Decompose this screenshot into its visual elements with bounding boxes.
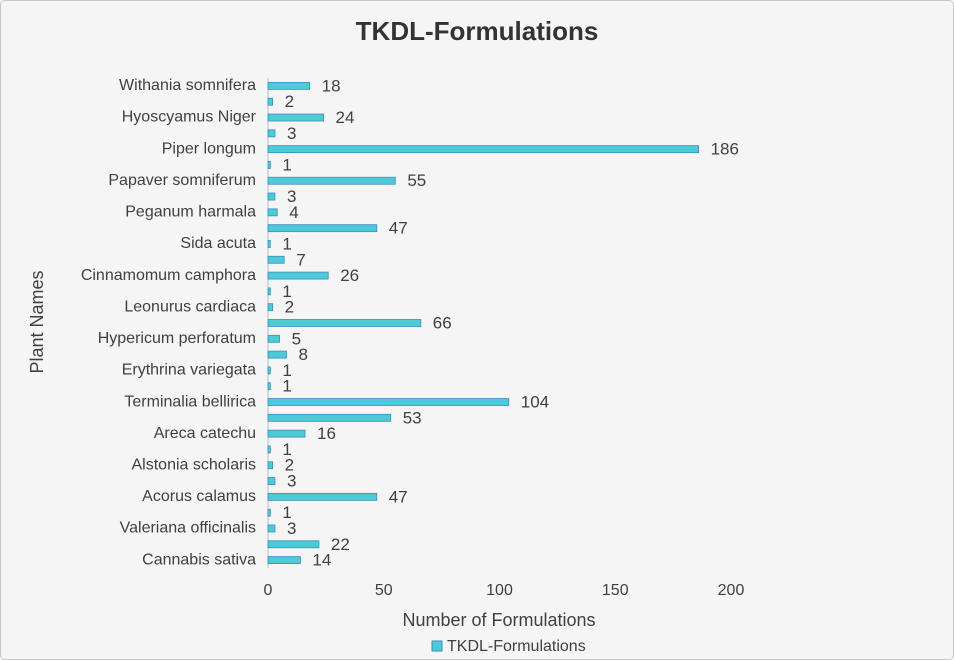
data-label: 55 [407,171,426,190]
data-label: 2 [285,298,294,317]
data-label: 22 [331,535,350,554]
data-label: 1 [282,440,291,459]
y-tick-label: Sida acuta [180,235,256,252]
y-tick-label: Piper longum [162,140,256,157]
data-label: 3 [287,472,296,491]
bar [267,145,699,154]
data-label: 8 [299,345,308,364]
bar [267,461,274,470]
bar [267,240,271,248]
bar [267,524,276,533]
bar [267,113,324,122]
y-tick-label: Terminalia bellirica [124,393,256,410]
data-label: 3 [287,519,296,538]
bar [267,271,329,280]
legend-swatch [431,640,443,652]
data-label: 1 [282,377,291,396]
data-label: 18 [322,76,341,95]
bar [267,508,271,517]
bar [267,192,276,201]
bar [267,366,271,375]
bar [267,161,271,169]
data-label: 47 [389,487,408,506]
bar [267,350,287,359]
bar [267,382,271,391]
y-tick-label: Alstonia scholaris [132,456,257,473]
x-tick-label: 150 [602,582,629,599]
bar [267,477,276,485]
bar [267,129,276,138]
data-label: 2 [285,456,294,475]
data-label: 1 [282,282,291,301]
x-tick-label: 200 [718,582,745,599]
data-label: 1 [282,155,291,174]
bar [267,540,320,549]
y-tick-label: Leonurus cardiaca [124,298,256,315]
data-label: 26 [340,266,359,285]
bar [267,429,306,438]
data-label: 1 [282,503,291,522]
legend-label: TKDL-Formulations [447,638,586,655]
x-tick-label: 0 [264,582,273,599]
bar [267,445,271,454]
data-label: 7 [296,250,305,269]
bar [267,97,274,106]
bar [267,319,422,327]
x-tick-label: 100 [486,582,513,599]
data-label: 186 [711,140,739,159]
bar [267,287,271,296]
data-label: 4 [289,203,298,222]
bar [267,255,285,264]
data-label: 53 [403,408,422,427]
bar [267,208,278,217]
bar [267,176,396,185]
y-tick-label: Hyoscyamus Niger [122,109,257,126]
x-tick-label: 50 [375,582,393,599]
bar [267,556,301,564]
bar [267,82,311,90]
data-label: 16 [317,424,336,443]
data-label: 66 [433,313,452,332]
bar [267,413,392,422]
y-axis-title: Plant Names [27,270,47,373]
y-tick-label: Acorus calamus [142,488,256,505]
bar [267,398,510,406]
data-label: 5 [292,329,301,348]
bar [267,224,378,233]
bar [267,334,280,343]
data-label: 2 [285,92,294,111]
data-label: 1 [282,361,291,380]
y-tick-label: Withania somnifera [119,77,256,94]
y-tick-label: Papaver somniferum [108,172,256,189]
data-label: 104 [521,393,549,412]
y-tick-label: Erythrina variegata [122,362,256,379]
data-label: 3 [287,124,296,143]
y-tick-label: Cannabis sativa [142,551,256,568]
data-label: 14 [312,551,331,570]
y-tick-label: Valeriana officinalis [120,520,256,537]
bar [267,303,274,312]
data-label: 24 [336,108,355,127]
y-tick-label: Cinnamomum camphora [81,267,256,284]
y-tick-label: Hypericum perforatum [98,330,256,347]
y-tick-label: Areca catechu [154,425,256,442]
y-tick-label: Peganum harmala [125,204,256,221]
data-label: 1 [282,234,291,253]
chart-title: TKDL-Formulations [356,16,599,46]
data-label: 47 [389,219,408,238]
x-axis-title: Number of Formulations [402,610,595,630]
bar [267,492,378,501]
data-label: 3 [287,187,296,206]
